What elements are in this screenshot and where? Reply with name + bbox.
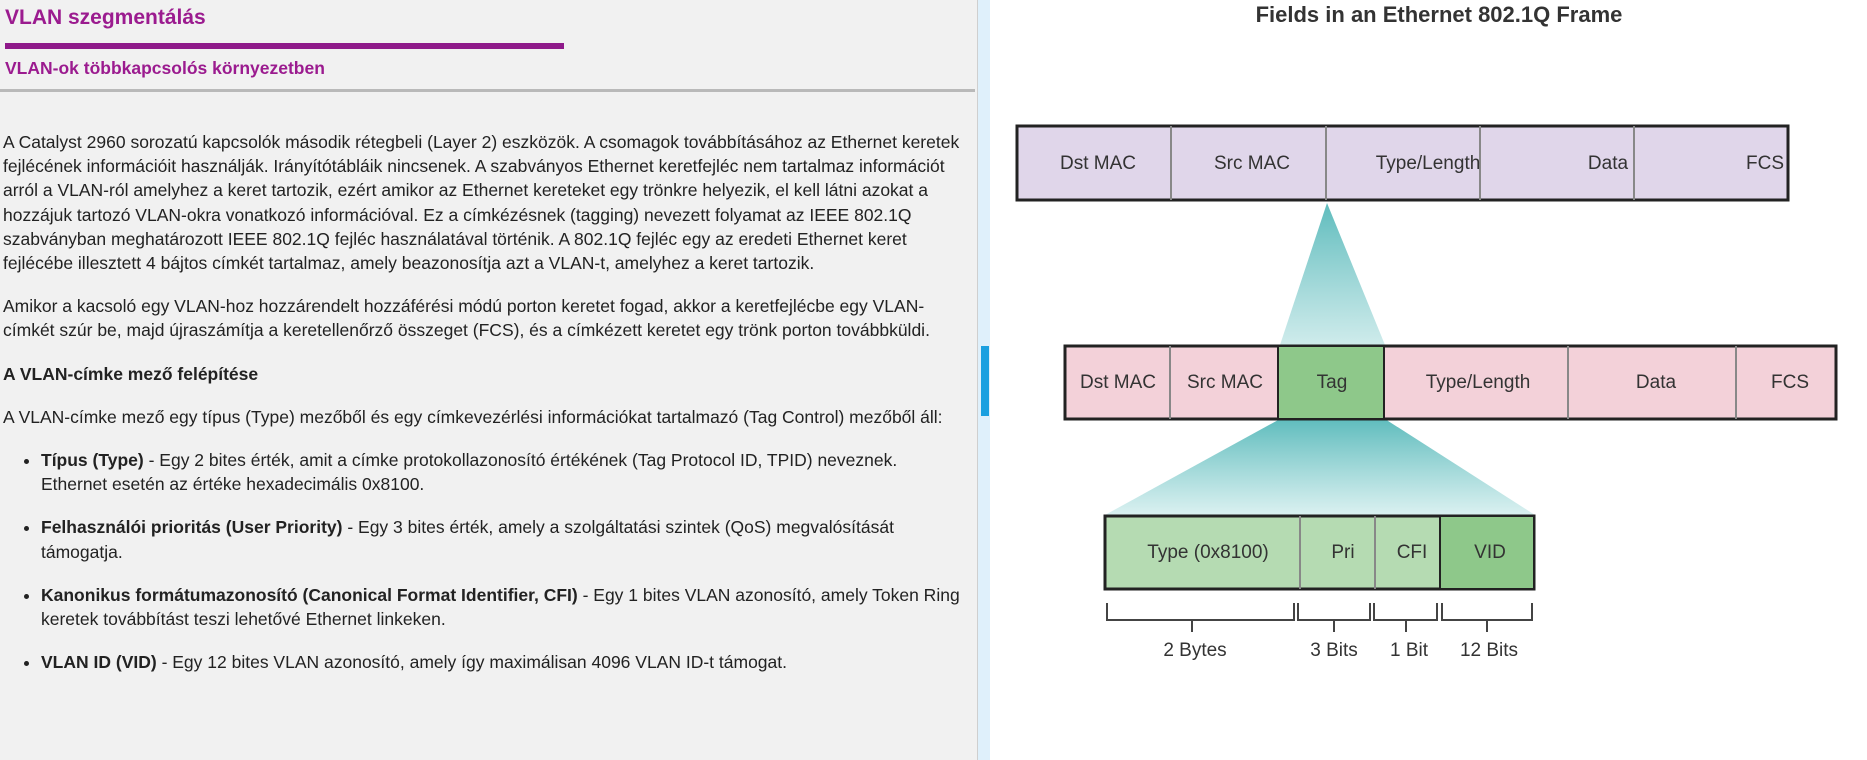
list-item: Felhasználói prioritás (User Priority) -… <box>41 515 963 563</box>
field-dst-mac: Dst MAC <box>1060 153 1136 174</box>
list-item-text: - Egy 12 bites VLAN azonosító, amely így… <box>156 652 787 673</box>
tagged-frame: Dst MAC Src MAC Tag Type/Length Data FCS <box>1063 344 1838 421</box>
size-pri: 3 Bits <box>1310 640 1358 661</box>
field-pri: Pri <box>1331 542 1354 563</box>
tagged-frame-border <box>1063 344 1838 421</box>
field-src-mac: Src MAC <box>1187 372 1263 393</box>
tag-expansion-funnel-top <box>1280 203 1385 345</box>
lesson-panel: VLAN szegmentálás VLAN-ok többkapcsolós … <box>0 0 978 760</box>
ethernet-frame: Dst MAC Src MAC Type/Length Data FCS <box>1015 124 1790 202</box>
field-data: Data <box>1588 153 1629 174</box>
title-underline <box>5 43 564 49</box>
bracket-pri <box>1297 603 1371 632</box>
field-data: Data <box>1636 372 1677 393</box>
page-subtitle: VLAN-ok többkapcsolós környezetben <box>5 58 325 78</box>
list-item: Típus (Type) - Egy 2 bites érték, amit a… <box>41 448 963 496</box>
section-heading: A VLAN-címke mező felépítése <box>3 363 259 384</box>
tag-field-box <box>1277 345 1385 420</box>
lesson-content: A Catalyst 2960 sorozatú kapcsolók másod… <box>3 130 963 693</box>
field-type-length: Type/Length <box>1426 372 1531 393</box>
list-item-term: Felhasználói prioritás (User Priority) <box>41 517 343 538</box>
list-item: VLAN ID (VID) - Egy 12 bites VLAN azonos… <box>41 650 963 674</box>
field-type-8100: Type (0x8100) <box>1147 542 1268 563</box>
size-brackets <box>1106 603 1533 632</box>
field-fcs: FCS <box>1746 153 1784 174</box>
bracket-type <box>1106 603 1295 632</box>
size-type: 2 Bytes <box>1163 640 1226 661</box>
field-src-mac: Src MAC <box>1214 153 1290 174</box>
size-vid: 12 Bits <box>1460 640 1518 661</box>
splitter-handle[interactable] <box>981 346 989 416</box>
tag-detail: Type (0x8100) Pri CFI VID <box>1103 514 1536 591</box>
section-intro: A VLAN-címke mező egy típus (Type) mezőb… <box>3 406 943 427</box>
list-item-text: - Egy 2 bites érték, amit a címke protok… <box>41 450 898 495</box>
tag-expansion-funnel-bottom <box>1105 419 1535 515</box>
field-fcs: FCS <box>1771 372 1809 393</box>
list-item-text: - Egy 3 bites érték, amely a szolgáltatá… <box>41 517 894 562</box>
field-tag: Tag <box>1317 372 1348 393</box>
list-item-text: - Egy 1 bites VLAN azonosító, amely Toke… <box>41 584 960 630</box>
bracket-cfi <box>1373 603 1438 632</box>
subtitle-divider <box>0 89 975 92</box>
list-item: Kanonikus formátumazonosító (Canonical F… <box>41 583 963 631</box>
size-cfi: 1 Bit <box>1390 640 1429 661</box>
field-vid: VID <box>1474 542 1506 563</box>
paragraph-1: A Catalyst 2960 sorozatú kapcsolók másod… <box>3 132 960 274</box>
ethernet-frame-border <box>1015 124 1790 202</box>
page-title: VLAN szegmentálás <box>5 6 206 29</box>
vid-field-box <box>1439 515 1535 590</box>
list-item-term: Típus (Type) <box>41 450 144 471</box>
field-list: Típus (Type) - Egy 2 bites érték, amit a… <box>3 448 963 674</box>
field-type-length: Type/Length <box>1376 153 1481 174</box>
bracket-vid <box>1441 603 1533 632</box>
field-cfi: CFI <box>1397 542 1428 563</box>
field-dst-mac: Dst MAC <box>1080 372 1156 393</box>
list-item-term: Kanonikus formátumazonosító (Canonical F… <box>41 584 578 605</box>
diagram-title: Fields in an Ethernet 802.1Q Frame <box>1255 2 1623 27</box>
paragraph-2: Amikor a kacsoló egy VLAN-hoz hozzárende… <box>3 296 930 341</box>
list-item-term: VLAN ID (VID) <box>41 652 157 673</box>
